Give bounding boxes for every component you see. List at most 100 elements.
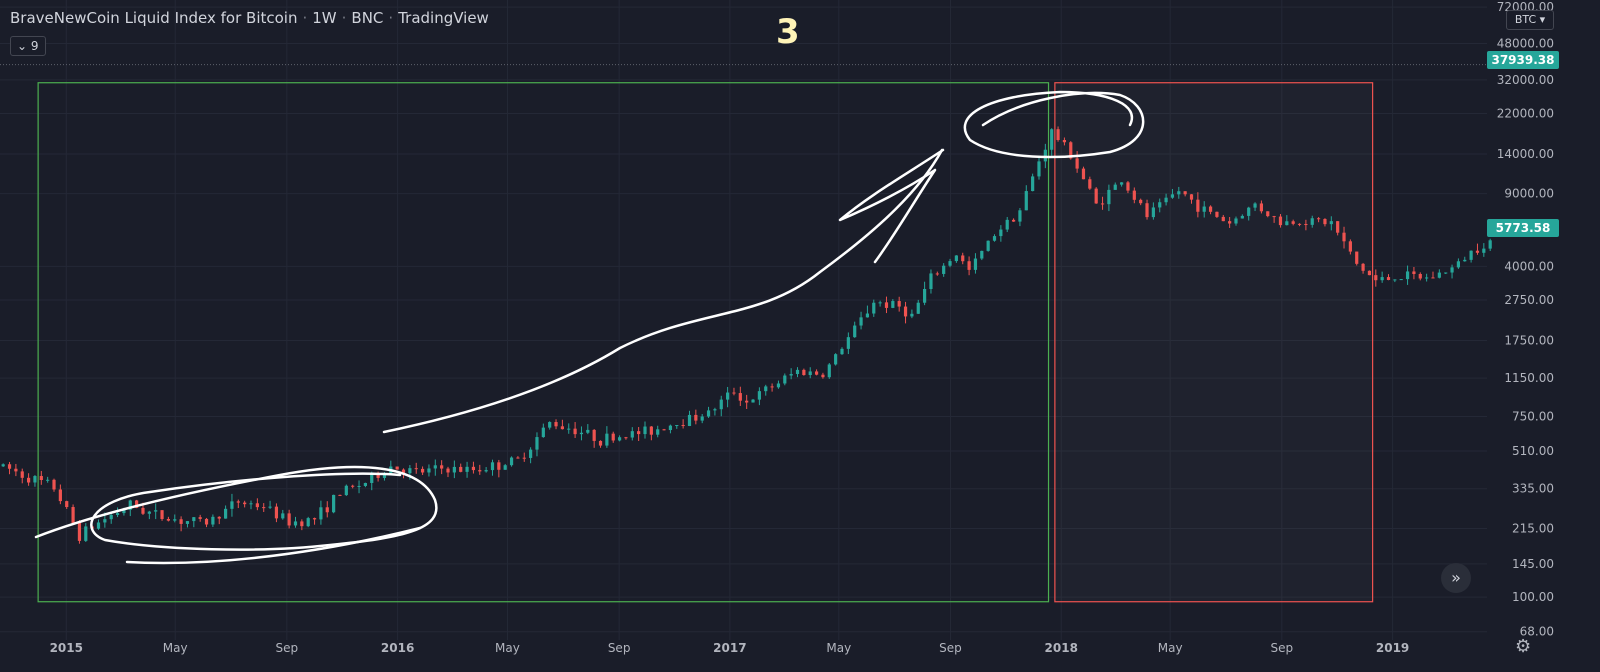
candle-body [592,429,596,441]
candle [1285,215,1289,226]
candle-body [1323,218,1327,225]
candle [903,301,908,324]
candle [948,258,952,268]
price-axis: 72000.0048000.0032000.0022000.0014000.00… [1497,0,1554,639]
candle [1031,173,1035,192]
candle [1431,271,1435,279]
candle [1,463,5,468]
candle-body [1342,232,1346,242]
candle-body [1024,191,1028,211]
candle [1247,206,1251,221]
candle-body [459,466,463,472]
candle [554,419,558,430]
candle-body [166,518,170,521]
candle-body [1463,259,1467,262]
candle [1189,194,1194,204]
price-tick-label: 1750.00 [1504,333,1554,347]
candle-body [351,485,355,487]
candle [637,427,641,442]
candle-body [509,457,514,466]
candle [46,476,50,483]
candle [808,367,812,379]
candle-body [1069,142,1073,159]
candle-body [497,462,501,470]
candle-body [312,518,317,520]
candle-body [617,437,622,441]
candle-body [471,466,476,471]
candle-body [1418,274,1422,279]
candle [973,253,978,274]
candle [1297,223,1302,227]
candle-body [293,521,298,526]
candle-body [706,410,711,417]
symbol-name[interactable]: BraveNewCoin Liquid Index for Bitcoin [10,9,298,27]
candle [293,516,298,528]
candle-body [440,465,444,469]
candle [217,516,221,525]
time-tick-label: 2016 [381,641,414,655]
candle [961,252,965,265]
indicators-toggle-button[interactable]: ⌄ 9 [10,36,46,56]
candle-body [1348,241,1352,252]
candle-body [529,449,533,458]
candle [795,367,800,378]
scroll-to-realtime-button[interactable]: » [1441,563,1471,593]
candle [465,461,469,478]
candle [738,386,742,406]
candle-body [548,422,552,428]
candle [643,421,647,439]
candle [1475,243,1480,255]
candle-body [427,468,431,473]
candle-body [1196,199,1200,212]
candle-body [1113,184,1117,190]
candle [1437,269,1441,279]
candle [204,517,209,528]
annotation-boxes [37,82,1374,603]
candle-body [961,255,965,262]
interval-label[interactable]: 1W [312,9,337,27]
candle [52,478,56,492]
candle-body [872,302,876,314]
candle [1329,216,1333,231]
candle-body [395,466,399,470]
time-tick-label: 2017 [713,641,746,655]
candle [1094,187,1098,204]
candle-body [141,507,145,514]
candle-body [33,476,37,483]
candle [452,460,456,479]
candle [668,424,673,434]
candle-body [738,393,742,401]
candle-body [1158,202,1162,208]
candle [1037,157,1041,180]
candle [484,467,488,473]
candle-body [1189,194,1194,200]
candle-body [821,374,825,378]
candle [1151,202,1155,220]
candle-body [255,503,259,508]
candle-body [1011,219,1016,222]
candle-body [973,258,978,270]
candle [427,464,431,477]
currency-button[interactable]: BTC ▾ [1506,10,1554,30]
candle-body [1,464,5,467]
price-tick-label: 9000.00 [1504,187,1554,201]
candle-body [274,506,279,519]
exchange-label: BNC [351,9,384,27]
gear-icon[interactable]: ⚙ [1515,636,1532,657]
candle-body [1259,203,1264,212]
time-tick-label: 2015 [50,641,83,655]
candle [630,427,634,441]
candle-body [1425,277,1429,279]
candle-body [656,429,660,435]
candle [872,299,876,317]
candle-body [1405,271,1410,280]
candle [802,368,806,376]
candle-body [236,501,240,503]
candle-body [1062,140,1067,143]
candle [223,505,228,519]
candle-body [967,261,971,270]
price-tick-label: 68.00 [1520,625,1554,639]
candle [1355,251,1359,266]
candle-body [1100,203,1105,205]
